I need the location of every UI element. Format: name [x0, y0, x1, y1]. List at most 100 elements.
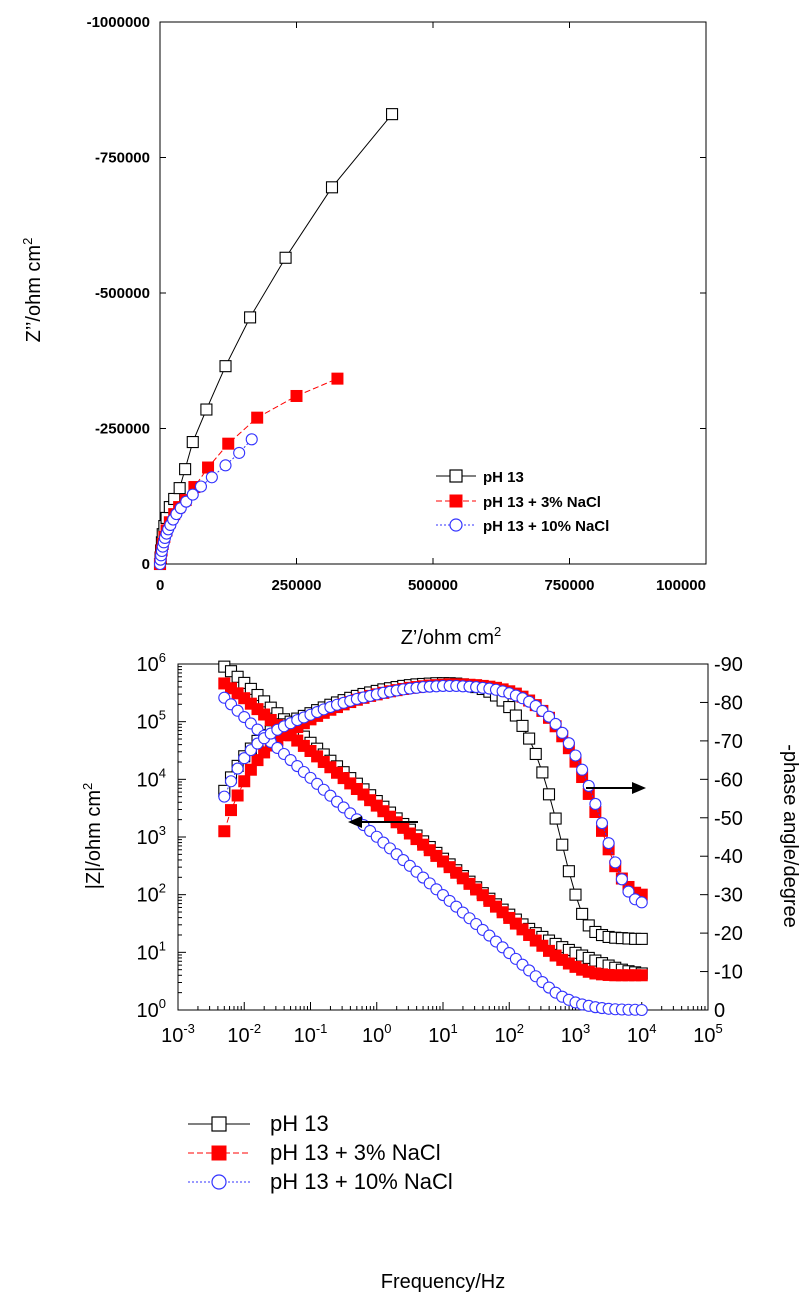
x-tick-label: 100 — [362, 1021, 391, 1047]
legend-label: pH 13 + 10% NaCl — [483, 518, 609, 535]
y2-tick-label: -40 — [714, 846, 743, 868]
data-point-open-square — [251, 688, 264, 702]
nyquist-x-axis-label: Z’/ohm cm2 — [401, 624, 502, 649]
x-tick-label: 250000 — [271, 577, 321, 594]
data-point-open-circle — [194, 480, 207, 493]
data-point-open-circle — [609, 856, 622, 869]
data-point-open-square — [279, 251, 292, 264]
data-point-filled-square — [258, 746, 271, 759]
data-point-open-square — [258, 695, 271, 708]
data-point-open-circle — [635, 1003, 648, 1017]
data-point-open-square — [582, 919, 595, 932]
data-point-open-circle — [562, 737, 575, 750]
data-point-open-square — [173, 482, 186, 495]
y2-tick-label: -60 — [714, 769, 743, 791]
x-tick-label: 102 — [495, 1021, 524, 1047]
nyquist-series — [153, 108, 399, 571]
data-point-open-square — [200, 403, 213, 416]
data-point-open-circle — [219, 459, 232, 472]
x-tick-label: 101 — [428, 1021, 457, 1047]
bode-legend-entry-ph13: pH 13 — [188, 1111, 329, 1136]
bode-y-axis-label: |Z|/ohm cm2 — [80, 783, 105, 890]
y2-tick-label: -90 — [714, 654, 743, 676]
data-point-filled-square — [251, 754, 264, 767]
y2-tick-label: -30 — [714, 885, 743, 907]
data-point-filled-square — [238, 775, 251, 788]
data-point-open-square — [244, 311, 257, 324]
y2-tick-label: -80 — [714, 692, 743, 714]
x-tick-label: 0 — [156, 577, 164, 594]
data-point-filled-square — [251, 411, 264, 424]
data-point-open-circle — [549, 717, 562, 731]
data-point-open-circle — [582, 779, 595, 792]
data-point-open-square — [516, 719, 529, 732]
data-point-open-square — [385, 108, 399, 121]
data-point-open-square — [536, 766, 549, 779]
data-point-open-circle — [622, 885, 635, 898]
data-point-open-square — [503, 701, 516, 714]
bode-y2-ticks: 0 -10 -20 -30 -40 -50 -60 -70 -80 -90 — [700, 654, 743, 1022]
nyquist-y-ticks: 0 -250000 -500000 -750000 -1000000 — [87, 14, 706, 573]
y-tick-label: 106 — [137, 650, 166, 676]
y-tick-label: -750000 — [95, 150, 150, 167]
open-square-marker — [211, 1116, 227, 1132]
filled-square-marker — [211, 1145, 227, 1161]
bode-x-axis-label: Frequency/Hz — [381, 1271, 506, 1293]
y2-tick-label: -70 — [714, 731, 743, 753]
data-point-open-circle — [595, 817, 609, 830]
nyquist-y-axis-label: Z’’/ohm cm2 — [20, 238, 45, 343]
y-tick-label: 100 — [137, 996, 166, 1022]
y-tick-label: 0 — [142, 556, 150, 573]
data-point-open-circle — [615, 873, 628, 886]
data-point-filled-square — [231, 789, 244, 802]
data-point-open-circle — [218, 790, 231, 803]
data-point-filled-square — [635, 969, 648, 982]
y-tick-label: 105 — [137, 708, 166, 734]
nyquist-x-ticks: 0 250000 500000 750000 100000 — [156, 22, 707, 594]
nyquist-legend: pH 13 pH 13 + 3% NaCl pH 13 + 10% NaCl — [436, 469, 609, 535]
arrow-right-annotation — [586, 782, 646, 794]
data-point-open-circle — [186, 488, 199, 501]
data-point-open-square — [325, 181, 339, 194]
data-point-open-square — [179, 463, 192, 476]
bode-legend-entry-10nacl: pH 13 + 10% NaCl — [188, 1169, 453, 1194]
x-tick-label: 105 — [693, 1021, 722, 1047]
y-tick-label: -500000 — [95, 285, 150, 302]
data-point-open-square — [542, 788, 556, 801]
data-point-filled-square — [225, 804, 238, 817]
nyquist-legend-entry-3nacl: pH 13 + 3% NaCl — [436, 494, 601, 511]
data-point-open-square — [529, 747, 542, 761]
y2-tick-label: -20 — [714, 923, 743, 945]
data-point-open-square — [523, 732, 536, 745]
y-tick-label: -250000 — [95, 421, 150, 438]
data-point-open-circle — [556, 726, 569, 739]
y-tick-label: 102 — [137, 881, 166, 907]
data-point-open-circle — [224, 775, 238, 788]
legend-label: pH 13 + 10% NaCl — [270, 1169, 453, 1194]
open-square-marker — [449, 469, 463, 483]
open-circle-marker — [211, 1174, 227, 1190]
data-point-open-circle — [569, 749, 582, 762]
data-point-open-square — [556, 838, 569, 851]
legend-label: pH 13 — [270, 1111, 329, 1136]
data-point-open-square — [244, 682, 257, 695]
bode-series — [218, 660, 648, 1017]
nyquist-legend-entry-ph13: pH 13 — [436, 469, 524, 486]
bode-chart: 10-3 10-2 10-1 100 101 102 103 104 105 100 101 102… — [80, 650, 801, 1293]
y-tick-label: -1000000 — [87, 14, 150, 31]
data-point-open-circle — [635, 896, 648, 909]
data-point-filled-square — [331, 372, 344, 385]
y-tick-label: 103 — [137, 823, 166, 849]
legend-label: pH 13 + 3% NaCl — [270, 1140, 441, 1165]
x-tick-label: 750000 — [544, 577, 594, 594]
bode-plot-frame — [177, 663, 709, 1011]
legend-label: pH 13 — [483, 469, 524, 486]
y-tick-label: 101 — [137, 938, 166, 964]
open-circle-marker — [449, 518, 463, 532]
legend-label: pH 13 + 3% NaCl — [483, 494, 601, 511]
data-point-filled-square — [222, 437, 235, 450]
y2-tick-label: 0 — [714, 1000, 725, 1022]
data-point-open-circle — [576, 763, 589, 776]
data-point-open-circle — [231, 762, 244, 775]
